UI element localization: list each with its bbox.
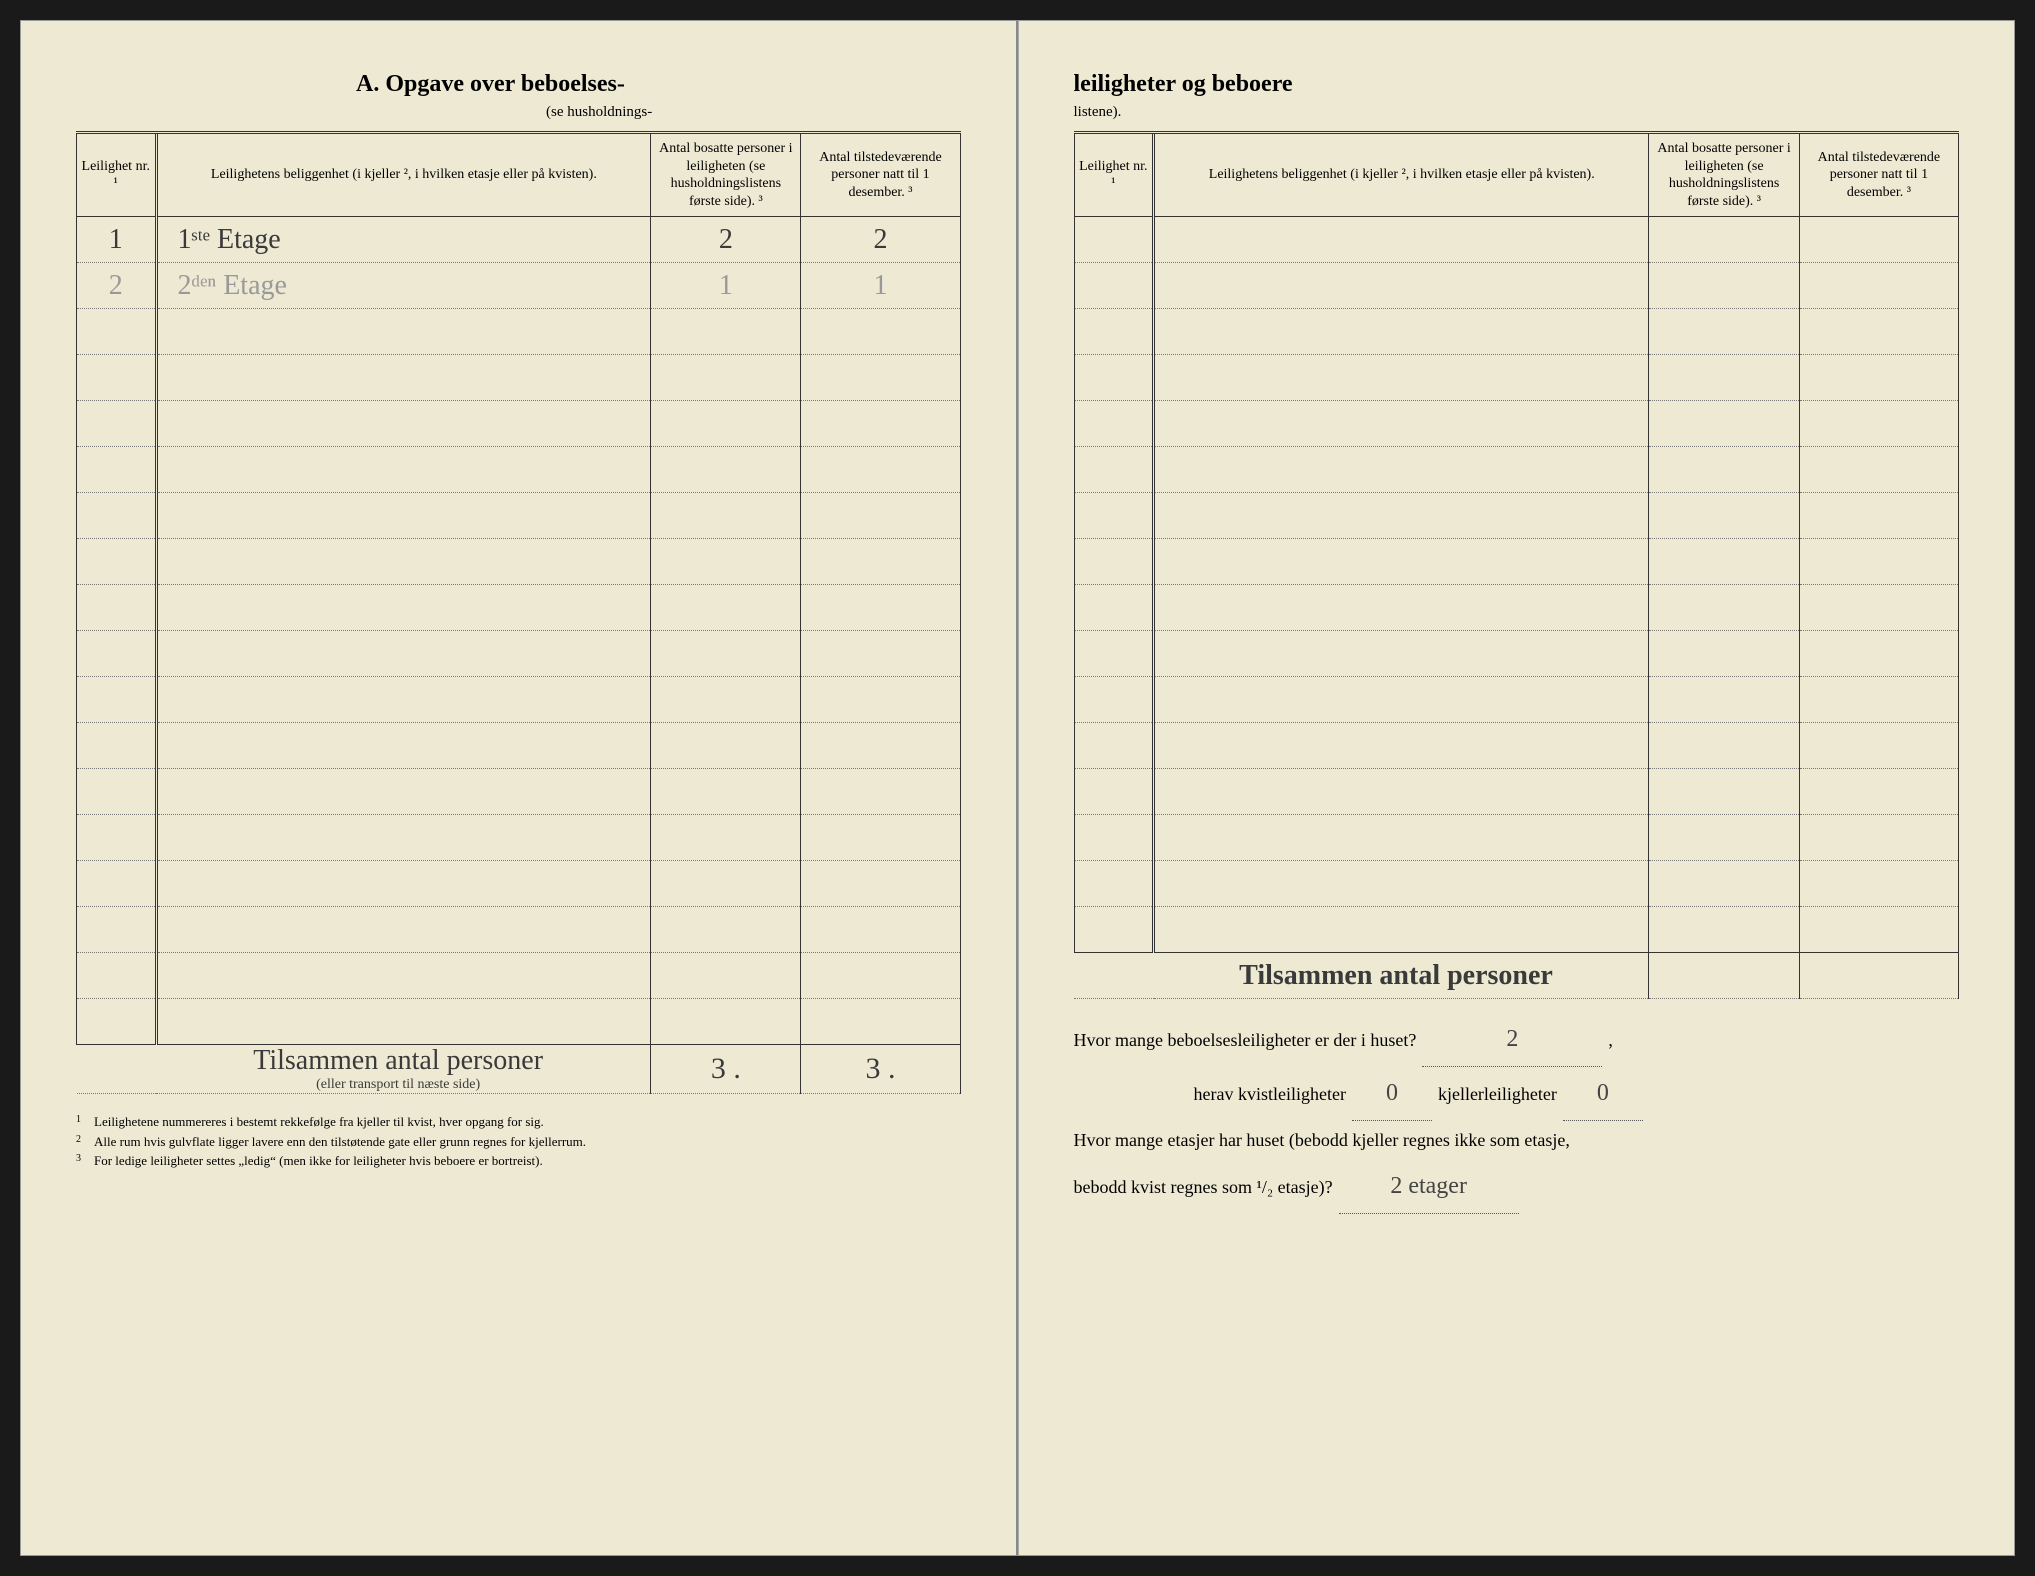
sum-row-left: Tilsammen antal personer (eller transpor… (77, 1045, 961, 1094)
col-header-residents: Antal bosatte personer i leiligheten (se… (651, 133, 801, 217)
cell-present: 1 (801, 263, 960, 309)
cell-location: 2ᵈᵉⁿ Etage (156, 263, 651, 309)
section-subtitle-right: listene). (1074, 104, 1122, 120)
table-row-blank (1074, 907, 1959, 953)
apartments-table-right: Leilighet nr. ¹ Leilighetens beliggenhet… (1074, 131, 1960, 999)
footnote-1: Leilighetene nummereres i bestemt rekkef… (94, 1112, 544, 1132)
footnote-3: For ledige leiligheter settes „ledig“ (m… (94, 1151, 543, 1171)
table-row-blank (77, 861, 961, 907)
table-row-blank (77, 539, 961, 585)
table-row-blank (77, 585, 961, 631)
col-header-nr: Leilighet nr. ¹ (1074, 133, 1154, 217)
q3-text-a: Hvor mange etasjer har huset (bebodd kje… (1074, 1121, 1570, 1161)
cell-present: 2 (801, 217, 960, 263)
cell-residents: 2 (651, 217, 801, 263)
table-row-blank (77, 631, 961, 677)
table-row-blank (1074, 815, 1959, 861)
table-row-blank (1074, 539, 1959, 585)
table-row-blank (1074, 677, 1959, 723)
table-row-blank (77, 769, 961, 815)
apartments-table-left: Leilighet nr. ¹ Leilighetens beliggenhet… (76, 131, 961, 1094)
sum-label-right: Tilsammen antal personer (1154, 953, 1649, 999)
table-row-blank (1074, 861, 1959, 907)
table-row-blank (77, 723, 961, 769)
col-header-residents: Antal bosatte personer i leiligheten (se… (1649, 133, 1799, 217)
table-row-blank (1074, 631, 1959, 677)
q2-text-b: kjellerleiligheter (1438, 1075, 1557, 1115)
table-row-blank (77, 677, 961, 723)
sum-present: 3 . (801, 1045, 960, 1094)
table-row-blank (1074, 263, 1959, 309)
q3-answer: 2 etager (1339, 1160, 1519, 1214)
table-row-blank (1074, 355, 1959, 401)
q3-text-b: bebodd kvist regnes som ¹/₂ etasje)? (1074, 1168, 1333, 1208)
table-row-blank (77, 493, 961, 539)
q1-answer: 2 (1422, 1013, 1602, 1067)
footnotes: 1Leilighetene nummereres i bestemt rekke… (76, 1112, 961, 1171)
table-row-blank (1074, 769, 1959, 815)
sum-residents: 3 . (651, 1045, 801, 1094)
table-row-blank (1074, 217, 1959, 263)
questions-block: Hvor mange beboelsesleiligheter er der i… (1074, 1013, 1960, 1214)
table-row-blank (77, 907, 961, 953)
table-row-blank (77, 401, 961, 447)
q2-answer-a: 0 (1352, 1067, 1432, 1121)
section-title-right: leiligheter og beboere (1074, 71, 1293, 98)
cell-location: 1ˢᵗᵉ Etage (156, 217, 651, 263)
left-page: A. Opgave over beboelses- (se husholdnin… (20, 20, 1018, 1556)
cell-nr: 1 (77, 217, 157, 263)
table-row-blank (77, 355, 961, 401)
cell-nr: 2 (77, 263, 157, 309)
sum-sublabel: (eller transport til næste side) (156, 1077, 640, 1093)
section-title-left: A. Opgave over beboelses- (356, 71, 625, 98)
table-row-blank (77, 815, 961, 861)
col-header-nr: Leilighet nr. ¹ (77, 133, 157, 217)
table-row-blank (1074, 401, 1959, 447)
col-header-present: Antal tilstedeværende personer natt til … (801, 133, 960, 217)
sum-label: Tilsammen antal personer (156, 1045, 640, 1077)
table-row-blank (1074, 585, 1959, 631)
footnote-2: Alle rum hvis gulvflate ligger lavere en… (94, 1132, 586, 1152)
table-row-blank (77, 999, 961, 1045)
table-row-blank (1074, 309, 1959, 355)
col-header-location: Leilighetens beliggenhet (i kjeller ², i… (1154, 133, 1649, 217)
table-row-blank (77, 953, 961, 999)
q2-text-a: herav kvistleiligheter (1194, 1075, 1346, 1115)
table-row: 22ᵈᵉⁿ Etage11 (77, 263, 961, 309)
q1-text: Hvor mange beboelsesleiligheter er der i… (1074, 1021, 1417, 1061)
q2-answer-b: 0 (1563, 1067, 1643, 1121)
right-page: leiligheter og beboere listene). Leiligh… (1018, 20, 2016, 1556)
table-row: 11ˢᵗᵉ Etage22 (77, 217, 961, 263)
table-row-blank (1074, 447, 1959, 493)
table-row-blank (1074, 493, 1959, 539)
table-row-blank (77, 309, 961, 355)
section-subtitle-left: (se husholdnings- (546, 104, 652, 120)
document-spread: A. Opgave over beboelses- (se husholdnin… (20, 20, 2015, 1556)
table-row-blank (1074, 723, 1959, 769)
sum-row-right: Tilsammen antal personer (1074, 953, 1959, 999)
col-header-present: Antal tilstedeværende personer natt til … (1799, 133, 1958, 217)
cell-residents: 1 (651, 263, 801, 309)
table-row-blank (77, 447, 961, 493)
col-header-location: Leilighetens beliggenhet (i kjeller ², i… (156, 133, 651, 217)
